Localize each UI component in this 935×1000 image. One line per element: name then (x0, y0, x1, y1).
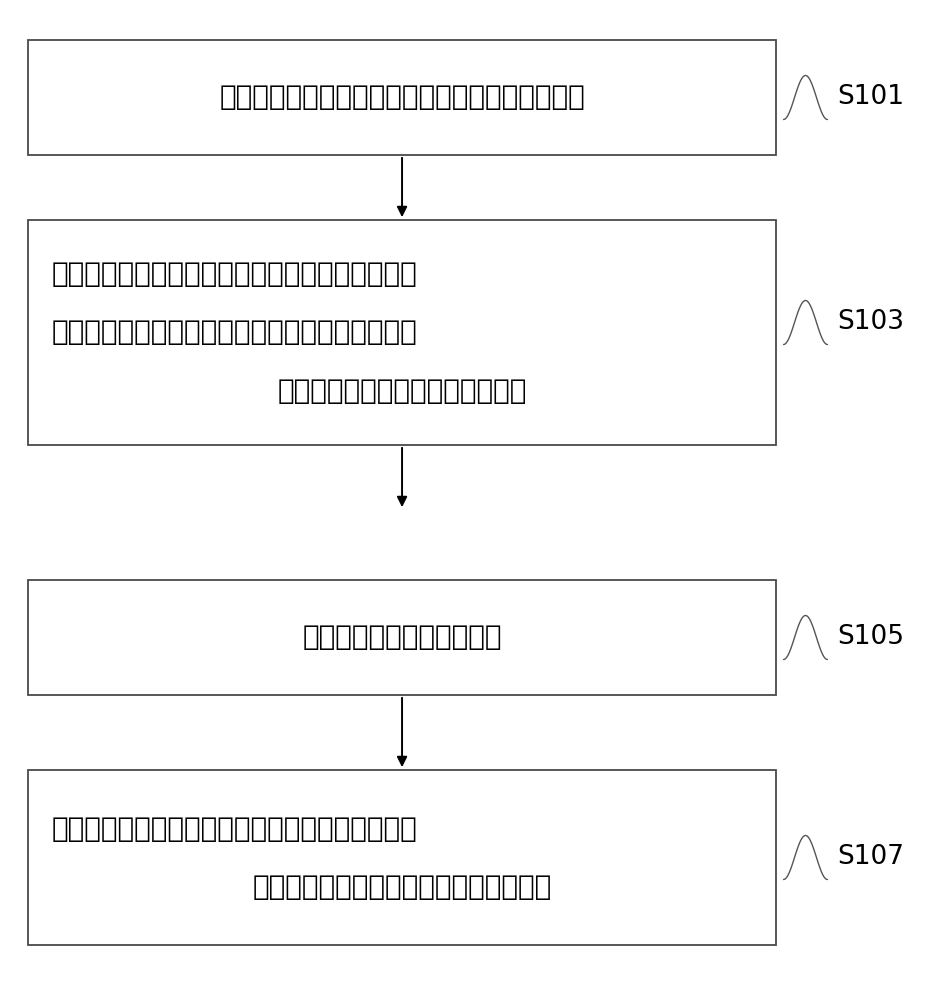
Text: 测量第一参考信号，确定第一参考信号的路径损耗: 测量第一参考信号，确定第一参考信号的路径损耗 (219, 84, 585, 111)
Bar (28, 40, 776, 155)
Text: S107: S107 (837, 844, 904, 870)
Text: 确定上行传输的功率调整量: 确定上行传输的功率调整量 (302, 624, 502, 652)
Bar (28, 220, 776, 445)
Text: 号的关联关系，并根据第一参考信号的路径损耗和: 号的关联关系，并根据第一参考信号的路径损耗和 (51, 318, 417, 346)
Text: 确定上行传输的类型，以及上行传输与第一参考信: 确定上行传输的类型，以及上行传输与第一参考信 (51, 260, 417, 288)
Text: 传输的路径损耗、上行传输的功率调整量: 传输的路径损耗、上行传输的功率调整量 (252, 872, 552, 900)
Bar (28, 580, 776, 695)
Text: 根据以下至少之一确定上行传输的发送功率：上行: 根据以下至少之一确定上行传输的发送功率：上行 (51, 814, 417, 842)
Text: S101: S101 (837, 85, 904, 110)
Text: S103: S103 (837, 309, 904, 335)
Text: 关联关系确定上行传输的路径损耗: 关联关系确定上行传输的路径损耗 (278, 376, 526, 404)
Text: S105: S105 (837, 624, 904, 650)
Bar (28, 770, 776, 945)
